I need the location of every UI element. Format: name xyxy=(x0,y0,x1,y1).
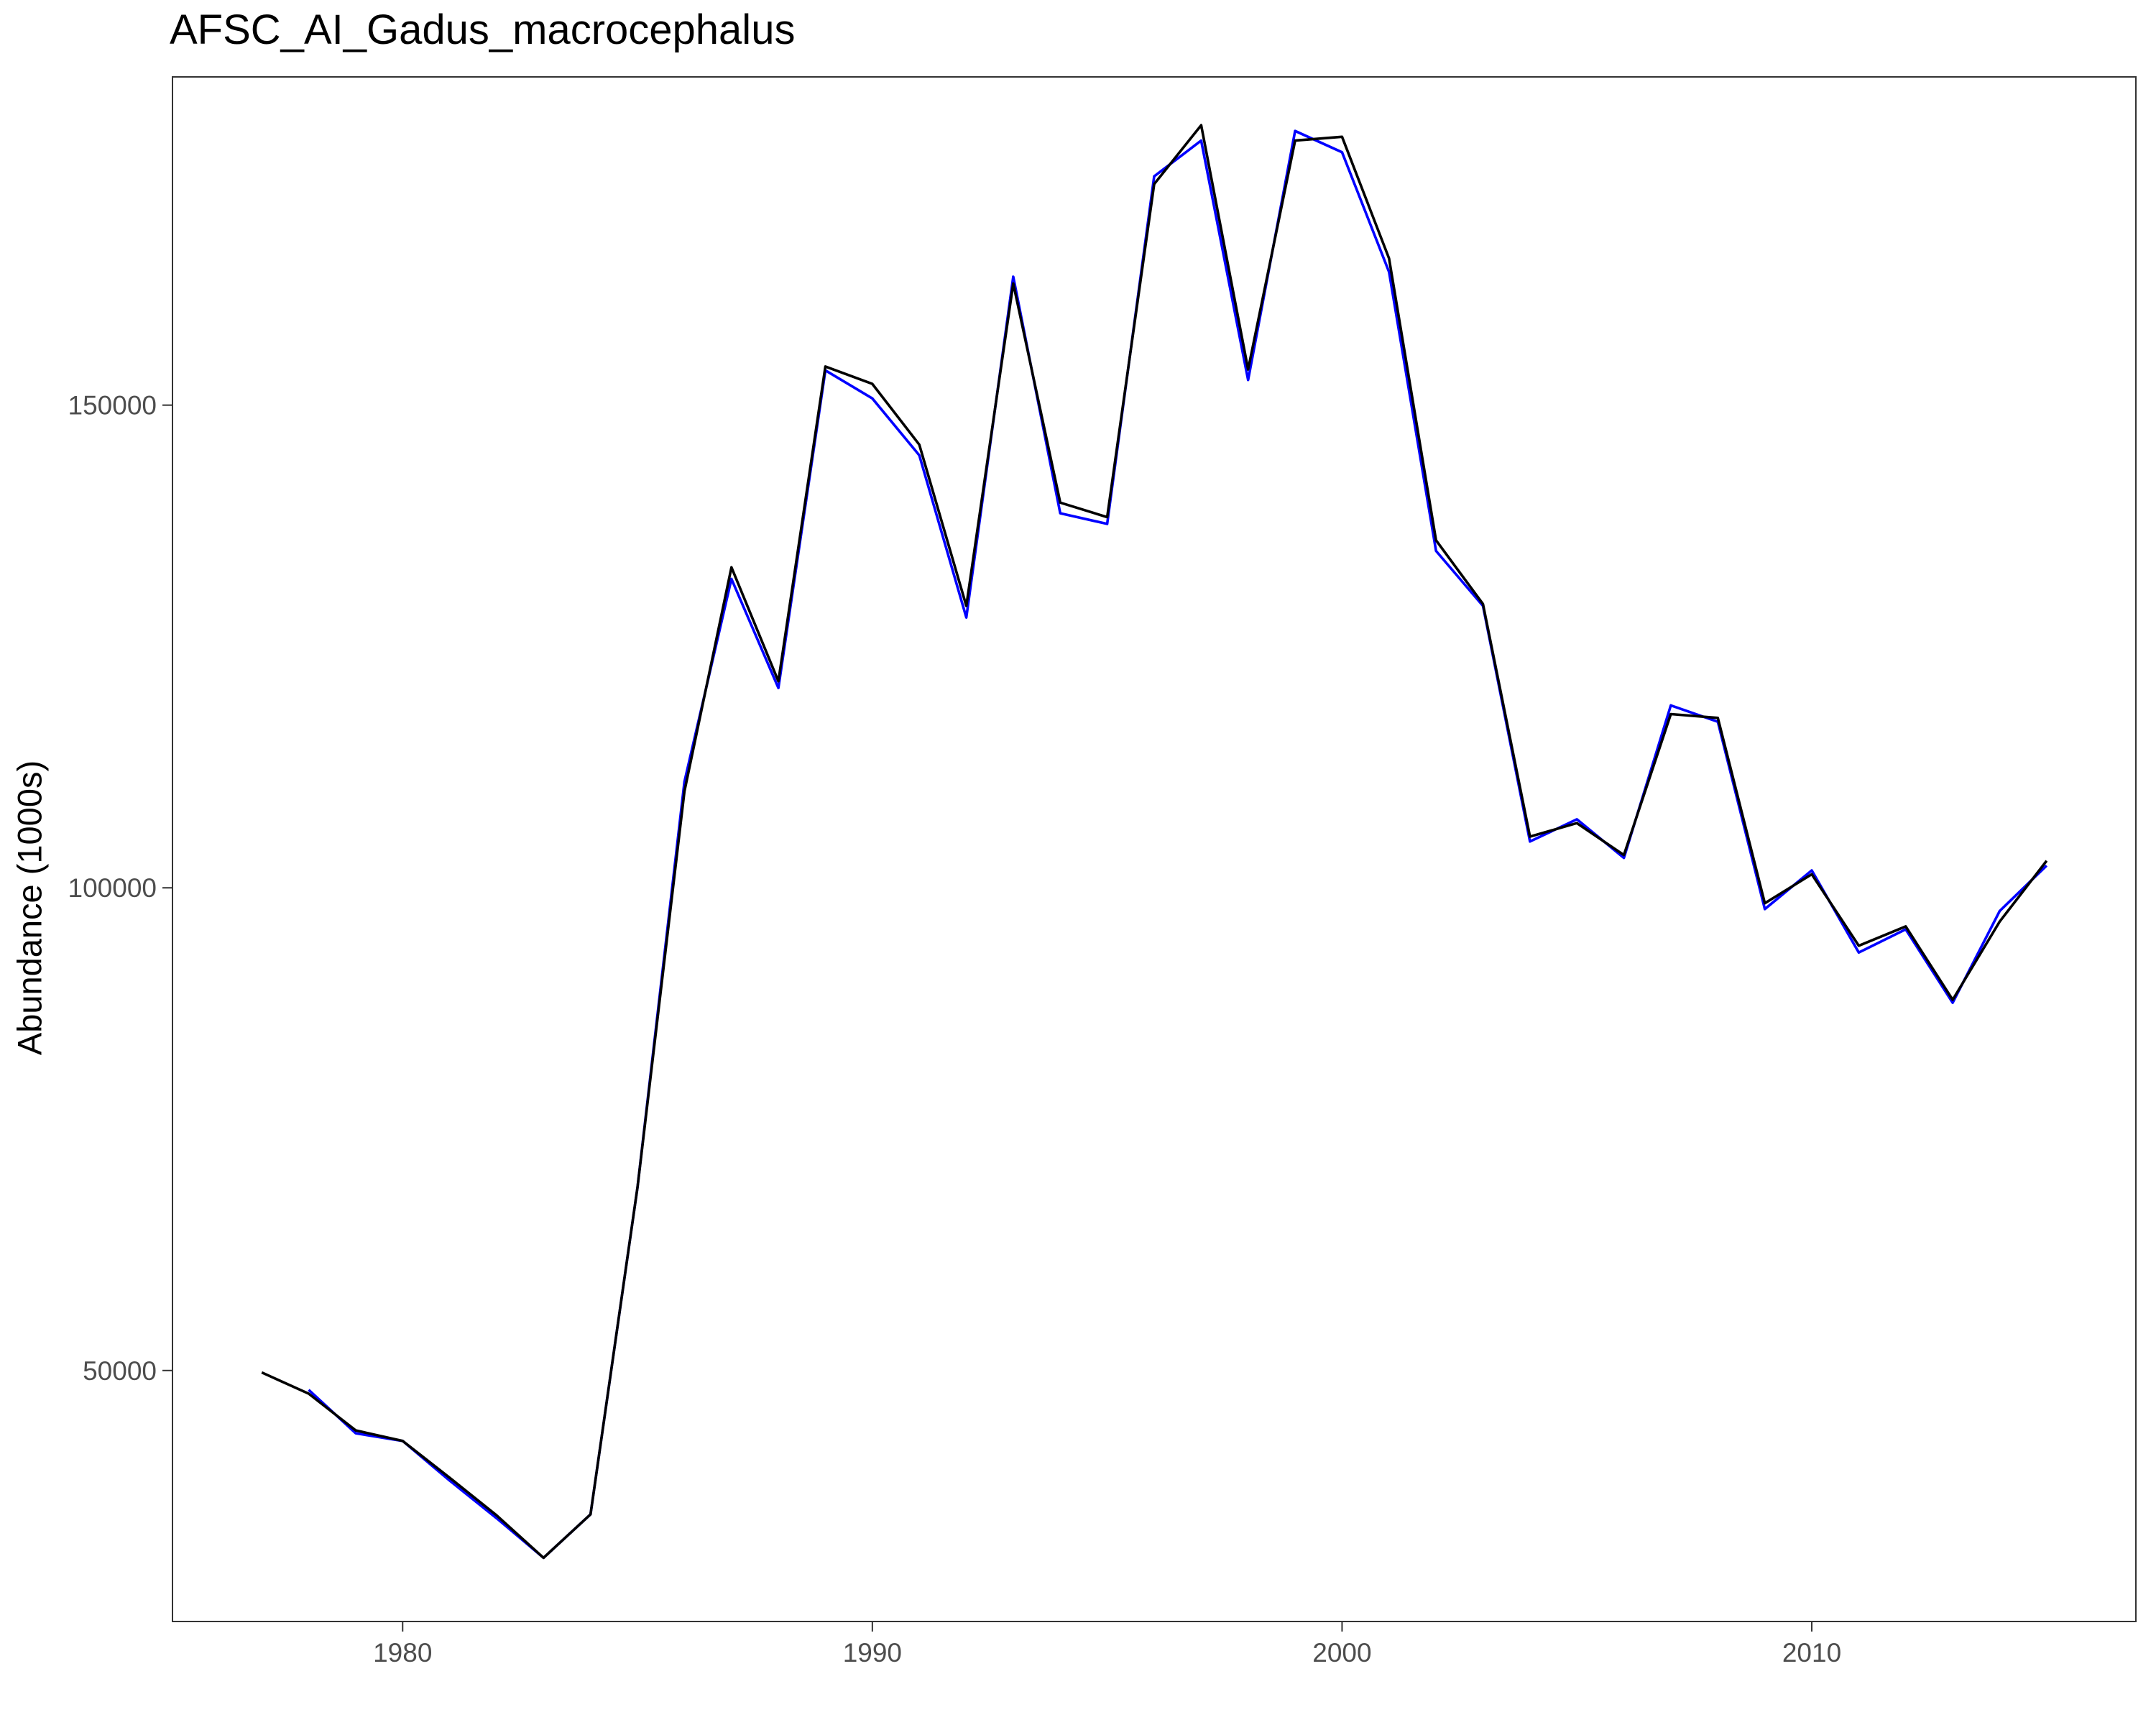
y-tick-label: 100000 xyxy=(68,873,157,903)
series-layer xyxy=(261,124,2048,1560)
series-line-1 xyxy=(308,129,2048,1560)
plot-panel-border xyxy=(172,76,2137,1622)
axes-layer: 1980 1990 2000 2010 50000 100000 150000 xyxy=(68,391,1842,1668)
y-tick-label: 50000 xyxy=(83,1356,157,1386)
x-tick-label: 1980 xyxy=(373,1638,432,1668)
y-tick-label: 150000 xyxy=(68,391,157,420)
x-tick-label: 1990 xyxy=(843,1638,902,1668)
series-line-2 xyxy=(261,124,2048,1560)
x-tick-label: 2010 xyxy=(1782,1638,1841,1668)
chart-title: AFSC_AI_Gadus_macrocephalus xyxy=(170,6,796,53)
x-tick-label: 2000 xyxy=(1312,1638,1371,1668)
